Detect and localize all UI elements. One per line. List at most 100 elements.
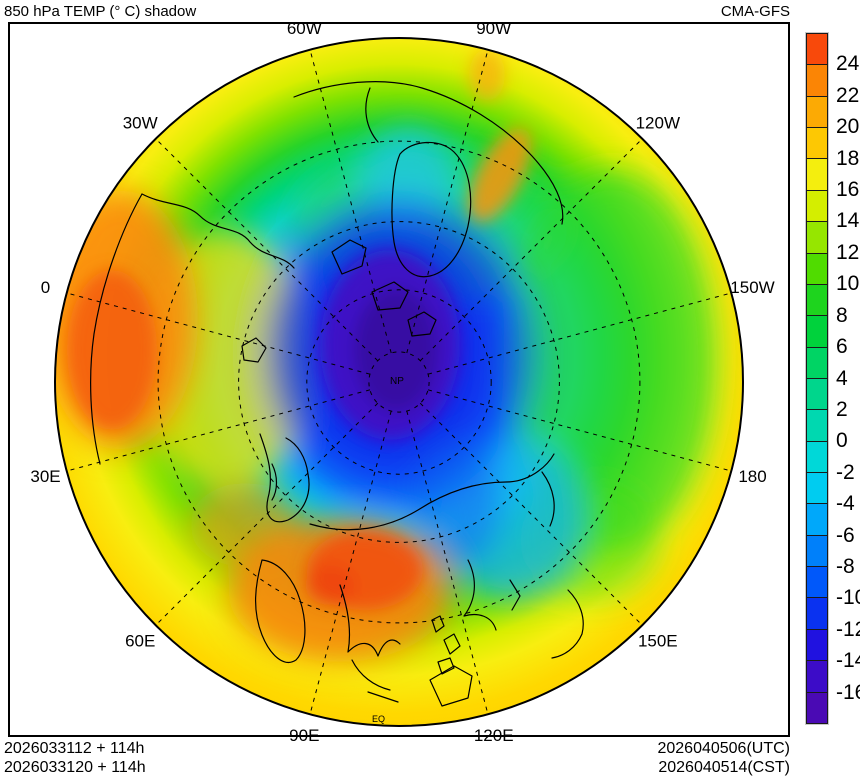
colorbar-tick: 24 — [836, 52, 860, 76]
model-label: CMA-GFS — [720, 3, 790, 20]
colorbar-cell — [807, 346, 827, 378]
coast-japan — [551, 589, 584, 659]
latitude-ring — [368, 351, 430, 413]
meridian-label: 120W — [636, 114, 680, 133]
coast-arctic-islands — [331, 239, 437, 337]
init-time-line-1: 2026033112 + 114h — [4, 740, 145, 757]
colorbar-tick: -8 — [836, 554, 855, 578]
colorbar-cell — [807, 660, 827, 692]
colorbar-cell — [807, 691, 827, 723]
colorbar-cell — [807, 95, 827, 128]
meridian-label: 120E — [474, 726, 514, 745]
meridian-label: 30W — [123, 114, 158, 133]
meridian-line — [66, 389, 371, 472]
coast-india — [254, 559, 306, 663]
south-asia-red-spot — [305, 565, 355, 605]
colorbar-cell — [807, 64, 827, 96]
colorbar-cell — [807, 189, 827, 222]
colorbar-tick: -4 — [836, 492, 855, 516]
polar-map: 0 30E 60E 90E 120E 150E 180 150W 120W 90W 60W 30W N… — [30, 19, 774, 745]
colorbar-cell — [807, 534, 827, 567]
colorbar-cell — [807, 440, 827, 473]
coast-borneo — [429, 665, 473, 707]
valid-time-utc: 2026040506(UTC) — [657, 740, 790, 757]
colorbar-cell — [807, 503, 827, 535]
colorbar-tick: 0 — [836, 429, 848, 453]
colorbar-cell — [807, 377, 827, 410]
africa-hot-core — [67, 270, 157, 430]
north-pole-label: NP — [390, 376, 404, 387]
meridian-labels: 0 30E 60E 90E 120E 150E 180 150W 120W 90W 60W 30W — [30, 19, 774, 745]
colorbar-tick: 6 — [836, 335, 848, 359]
colorbar-tick: -2 — [836, 460, 855, 484]
colorbar-tick: 12 — [836, 240, 860, 264]
colorbar-tick: 10 — [836, 272, 860, 296]
equator-boundary-circle — [54, 37, 744, 727]
colorbar-cell — [807, 566, 827, 598]
meridian-label: 30E — [30, 467, 60, 486]
coast-british-isles — [241, 337, 267, 363]
colorbar-cell — [807, 283, 827, 316]
colorbar-tick: 8 — [836, 303, 848, 327]
meridian-line — [427, 292, 732, 375]
colorbar-tick: 20 — [836, 115, 860, 139]
footer-valid-times: 2026040506(UTC) 2026040514(CST) — [657, 739, 790, 777]
colorbar-cell — [807, 221, 827, 253]
colorbar-ticks: 242220181614121086420-2-4-6-8-10-12-14-1… — [836, 33, 860, 724]
colorbar-cell — [807, 34, 827, 65]
meridian-label: 90E — [289, 726, 319, 745]
colorbar-cell — [807, 252, 827, 284]
cyan-top-lobe — [363, 127, 453, 223]
coast-malay-sumatra — [351, 659, 399, 703]
meridian-label: 150W — [730, 278, 774, 297]
meridian-line — [406, 410, 489, 715]
colorbar-cells — [806, 33, 828, 724]
colorbar-tick: 14 — [836, 209, 860, 233]
meridian-line — [309, 410, 392, 715]
meridian-line — [309, 49, 392, 354]
colorbar-tick: -12 — [836, 617, 860, 641]
meridian-line — [406, 49, 489, 354]
coast-korea-china — [463, 559, 521, 631]
graticule — [66, 49, 732, 715]
colorbar-tick: 4 — [836, 366, 848, 390]
valid-time-cst: 2026040514(CST) — [658, 759, 790, 776]
meridian-label: 180 — [738, 467, 766, 486]
meridian-label: 90W — [476, 19, 511, 38]
colorbar-tick: 18 — [836, 146, 860, 170]
meridian-label: 60E — [125, 631, 155, 650]
meridian-line — [66, 292, 371, 375]
coast-north-america — [293, 81, 564, 225]
colorbar-cell — [807, 409, 827, 441]
latitude-ring — [238, 221, 560, 543]
coast-indochina — [339, 584, 401, 657]
colorbar-cell — [807, 628, 827, 661]
latitude-ring — [306, 289, 492, 475]
colorbar-cell — [807, 597, 827, 629]
meridian-line — [419, 138, 643, 362]
equator-label: EQ — [372, 714, 385, 724]
coast-greenland — [391, 141, 472, 278]
meridian-label: 150E — [638, 631, 678, 650]
footer-init-times: 2026033112 + 114h 2026033120 + 114h — [4, 739, 146, 777]
meridian-label: 0 — [41, 278, 50, 297]
coast-siberia — [309, 453, 555, 531]
meridian-line — [419, 402, 643, 626]
coast-mediterranean — [141, 193, 295, 269]
colorbar-tick: -6 — [836, 523, 855, 547]
colorbar-tick: -16 — [836, 680, 860, 704]
meridian-line — [155, 402, 379, 626]
green-right-lobe — [507, 170, 717, 550]
latitude-ring — [157, 140, 641, 624]
page-title: 850 hPa TEMP (° C) shadow — [4, 3, 197, 20]
colorbar-cell — [807, 127, 827, 159]
colorbar-tick: -14 — [836, 649, 860, 673]
coast-africa-atlantic — [90, 193, 143, 465]
colorbar-tick: 2 — [836, 397, 848, 421]
meridian-line — [427, 389, 732, 472]
map-plot-frame: 0 30E 60E 90E 120E 150E 180 150W 120W 90W 60W 30W N… — [8, 19, 790, 745]
meridian-line — [155, 138, 379, 362]
colorbar-tick: -10 — [836, 586, 860, 610]
top-orange-spot — [469, 49, 505, 101]
blue-se-tongue — [410, 440, 500, 570]
